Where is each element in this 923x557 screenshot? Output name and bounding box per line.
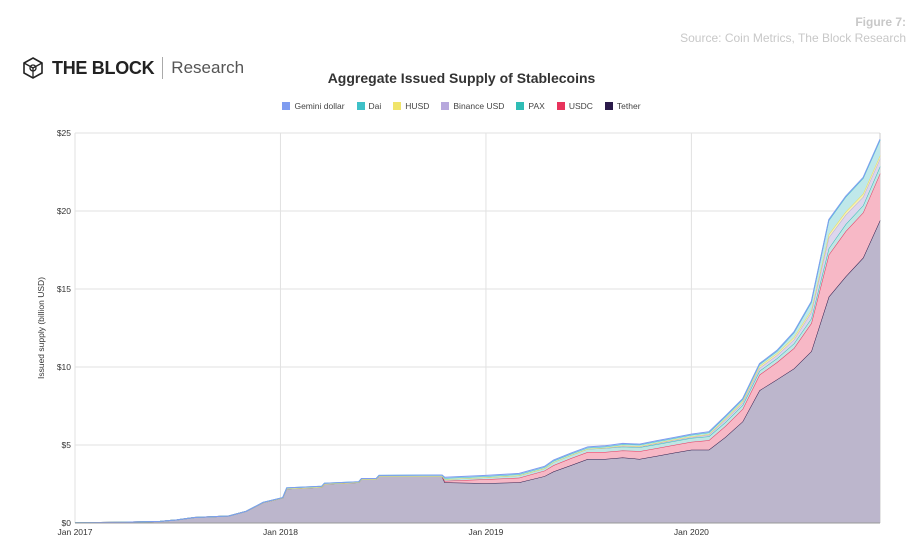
legend-swatch bbox=[604, 102, 613, 110]
line-gemini-dollar bbox=[74, 138, 881, 524]
legend-item[interactable]: Binance USD bbox=[441, 101, 504, 111]
legend-item[interactable]: HUSD bbox=[393, 101, 429, 111]
logo-brand: THE BLOCK bbox=[52, 57, 155, 78]
legend-label: HUSD bbox=[405, 101, 430, 111]
cube-logo-icon bbox=[23, 57, 43, 79]
chart-title: Aggregate Issued Supply of Stablecoins bbox=[327, 70, 596, 86]
source-text: Source: Coin Metrics, The Block Research bbox=[680, 31, 906, 45]
figure-caption: Figure 7: Source: Coin Metrics, The Bloc… bbox=[680, 14, 906, 46]
y-tick-label: $15 bbox=[57, 284, 71, 294]
legend-item[interactable]: Tether bbox=[604, 101, 641, 111]
legend-swatch bbox=[441, 102, 450, 110]
legend-swatch bbox=[556, 102, 565, 110]
x-tick-label: Jan 2020 bbox=[674, 527, 709, 537]
figure-label: Figure 7: bbox=[855, 15, 906, 29]
legend-swatch bbox=[516, 102, 525, 110]
legend-item[interactable]: PAX bbox=[516, 101, 545, 111]
x-tick-label: Jan 2018 bbox=[263, 527, 298, 537]
logo: THE BLOCK Research bbox=[22, 57, 244, 79]
x-tick-label: Jan 2019 bbox=[468, 527, 503, 537]
y-tick-label: $20 bbox=[57, 206, 71, 216]
y-axis-label: Issued supply (billion USD) bbox=[36, 277, 46, 379]
logo-divider bbox=[162, 57, 164, 79]
legend-label: Tether bbox=[616, 101, 641, 111]
legend-item[interactable]: Gemini dollar bbox=[282, 101, 345, 111]
legend-item[interactable]: USDC bbox=[556, 101, 593, 111]
legend: Gemini dollar Dai HUSD Binance USD PAX USDC Te… bbox=[0, 101, 923, 111]
legend-swatch bbox=[393, 102, 402, 110]
legend-label: Gemini dollar bbox=[294, 101, 345, 111]
legend-label: Binance USD bbox=[453, 101, 505, 111]
x-tick-label: Jan 2017 bbox=[58, 527, 93, 537]
y-tick-label: $25 bbox=[57, 128, 71, 138]
y-tick-label: $10 bbox=[57, 362, 71, 372]
logo-sub: Research bbox=[171, 58, 245, 77]
y-tick-label: $0 bbox=[62, 518, 72, 528]
legend-swatch bbox=[282, 102, 291, 110]
y-tick-label: $5 bbox=[62, 440, 72, 450]
legend-label: PAX bbox=[528, 101, 545, 111]
legend-swatch bbox=[356, 102, 365, 110]
legend-item[interactable]: Dai bbox=[356, 101, 382, 111]
legend-label: USDC bbox=[568, 101, 593, 111]
legend-label: Dai bbox=[368, 101, 382, 111]
area-tether bbox=[75, 220, 880, 523]
